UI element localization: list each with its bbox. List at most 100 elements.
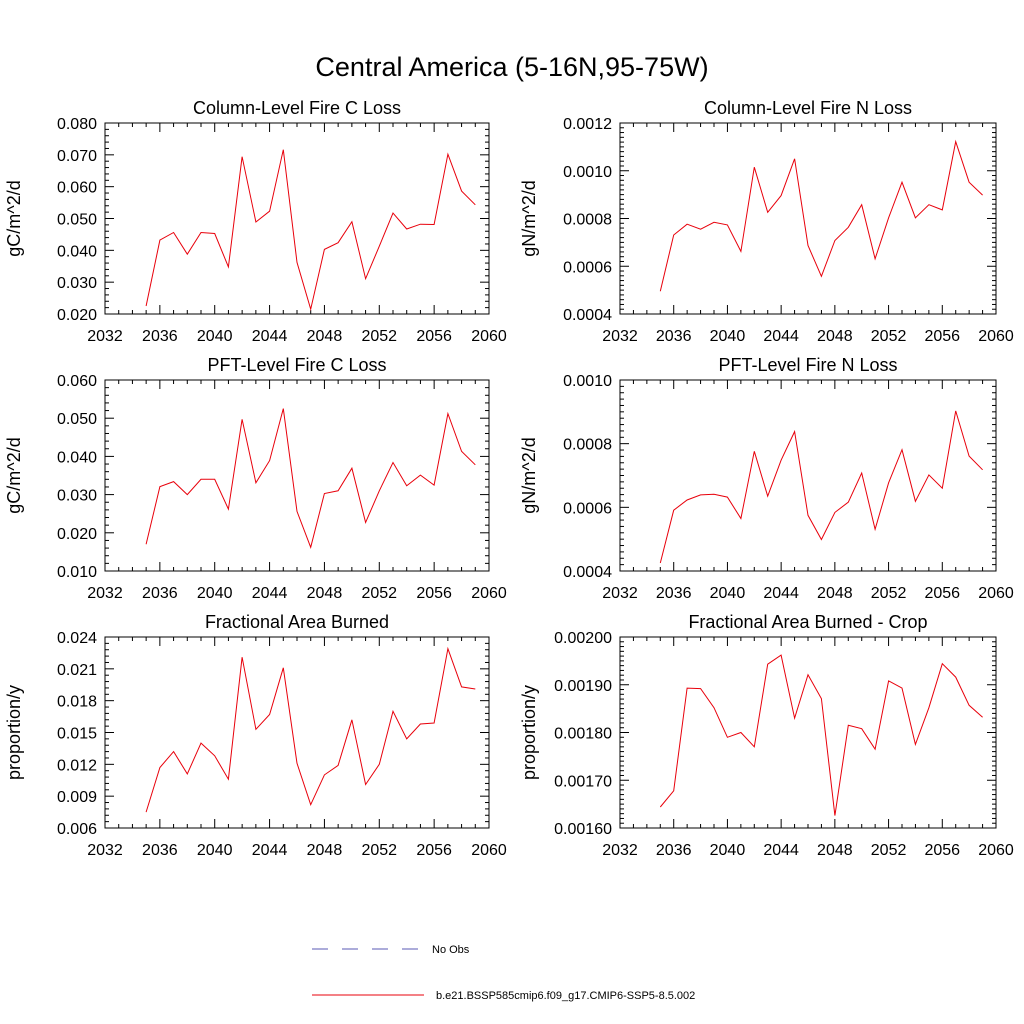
y-tick-label: 0.030 xyxy=(57,488,97,505)
x-tick-label: 2044 xyxy=(763,328,799,345)
x-tick-label: 2036 xyxy=(656,585,692,602)
panel-title: Fractional Area Burned - Crop xyxy=(688,612,927,632)
series-line xyxy=(659,410,983,564)
x-tick-label: 2060 xyxy=(978,585,1014,602)
plot-frame xyxy=(104,122,490,315)
panel-title: Column-Level Fire N Loss xyxy=(704,98,912,118)
chart-panel-2: Column-Level Fire N Loss gN/m^2/d 2032 2036… xyxy=(519,98,1014,345)
chart-panel-5: Fractional Area Burned proportion/y 2032 20… xyxy=(4,612,507,859)
x-tick-label: 2056 xyxy=(416,328,452,345)
x-tick-label: 2056 xyxy=(416,842,452,859)
y-tick-label: 0.040 xyxy=(57,449,97,466)
x-tick-label: 2052 xyxy=(871,842,907,859)
x-tick-label: 2052 xyxy=(871,328,907,345)
figure-title: Central America (5-16N,95-75W) xyxy=(315,52,708,82)
panel-title: PFT-Level Fire C Loss xyxy=(207,355,386,375)
y-tick-label: 0.0012 xyxy=(563,116,612,133)
plot-frame xyxy=(104,636,490,829)
x-tick-label: 2044 xyxy=(763,585,799,602)
y-tick-label: 0.00170 xyxy=(554,773,612,790)
y-tick-label: 0.006 xyxy=(57,821,97,838)
plot-frame xyxy=(619,636,997,829)
x-tick-label: 2056 xyxy=(924,585,960,602)
x-tick-label: 2060 xyxy=(471,585,507,602)
y-tick-label: 0.0008 xyxy=(563,437,612,454)
x-tick-label: 2048 xyxy=(307,585,343,602)
y-tick-label: 0.018 xyxy=(57,694,97,711)
x-tick-label: 2032 xyxy=(87,328,123,345)
y-tick-label: 0.070 xyxy=(57,148,97,165)
x-tick-label: 2044 xyxy=(252,328,288,345)
y-tick-label: 0.0004 xyxy=(563,307,612,324)
y-axis-label: gC/m^2/d xyxy=(4,437,24,513)
y-tick-label: 0.00180 xyxy=(554,726,612,743)
x-tick-label: 2056 xyxy=(416,585,452,602)
series-line xyxy=(145,408,476,549)
x-tick-label: 2052 xyxy=(361,842,397,859)
y-tick-label: 0.0006 xyxy=(563,259,612,276)
y-tick-label: 0.0010 xyxy=(563,373,612,390)
x-tick-label: 2048 xyxy=(307,328,343,345)
x-tick-label: 2060 xyxy=(978,842,1014,859)
x-tick-label: 2036 xyxy=(656,842,692,859)
y-tick-label: 0.00160 xyxy=(554,821,612,838)
y-axis-label: gC/m^2/d xyxy=(4,180,24,256)
series-line xyxy=(659,654,983,816)
x-tick-label: 2036 xyxy=(142,842,178,859)
x-tick-label: 2032 xyxy=(87,585,123,602)
y-axis-label: proportion/y xyxy=(4,685,24,780)
chart-panel-6: Fractional Area Burned - Crop proportion/… xyxy=(519,612,1014,859)
y-tick-label: 0.0010 xyxy=(563,164,612,181)
x-tick-label: 2048 xyxy=(817,585,853,602)
x-tick-label: 2036 xyxy=(142,585,178,602)
y-tick-label: 0.030 xyxy=(57,275,97,292)
series-line xyxy=(659,139,983,292)
x-tick-label: 2060 xyxy=(471,328,507,345)
x-tick-label: 2044 xyxy=(252,585,288,602)
panel-title: PFT-Level Fire N Loss xyxy=(718,355,897,375)
chart-panel-4: PFT-Level Fire N Loss gN/m^2/d 2032 2036 204… xyxy=(519,355,1014,602)
y-tick-label: 0.020 xyxy=(57,307,97,324)
chart-panel-1: Column-Level Fire C Loss gC/m^2/d 2032 2036… xyxy=(4,98,507,345)
x-tick-label: 2036 xyxy=(142,328,178,345)
x-tick-label: 2056 xyxy=(924,328,960,345)
x-tick-label: 2040 xyxy=(710,585,746,602)
panel-title: Fractional Area Burned xyxy=(205,612,389,632)
x-tick-label: 2032 xyxy=(602,585,638,602)
series-line xyxy=(145,646,476,813)
y-tick-label: 0.060 xyxy=(57,373,97,390)
x-tick-label: 2056 xyxy=(924,842,960,859)
x-tick-label: 2032 xyxy=(87,842,123,859)
x-tick-label: 2044 xyxy=(252,842,288,859)
chart-panel-3: PFT-Level Fire C Loss gC/m^2/d 2032 2036 204… xyxy=(4,355,507,602)
x-tick-label: 2060 xyxy=(978,328,1014,345)
x-tick-label: 2040 xyxy=(197,328,233,345)
y-tick-label: 0.024 xyxy=(57,630,97,647)
panels: Column-Level Fire C Loss gC/m^2/d 2032 2036… xyxy=(4,98,1014,859)
y-tick-label: 0.015 xyxy=(57,726,97,743)
x-tick-label: 2040 xyxy=(710,842,746,859)
x-tick-label: 2052 xyxy=(361,585,397,602)
x-tick-label: 2048 xyxy=(817,328,853,345)
x-tick-label: 2032 xyxy=(602,842,638,859)
plot-frame xyxy=(619,122,997,315)
y-axis-label: proportion/y xyxy=(519,685,539,780)
y-tick-label: 0.0008 xyxy=(563,212,612,229)
y-tick-label: 0.00200 xyxy=(554,630,612,647)
panel-title: Column-Level Fire C Loss xyxy=(193,98,401,118)
x-tick-label: 2052 xyxy=(871,585,907,602)
plot-frame xyxy=(619,379,997,572)
y-axis-label: gN/m^2/d xyxy=(519,180,539,256)
x-tick-label: 2044 xyxy=(763,842,799,859)
x-tick-label: 2052 xyxy=(361,328,397,345)
y-tick-label: 0.050 xyxy=(57,411,97,428)
y-tick-label: 0.020 xyxy=(57,526,97,543)
x-tick-label: 2040 xyxy=(710,328,746,345)
y-tick-label: 0.040 xyxy=(57,243,97,260)
y-tick-label: 0.060 xyxy=(57,180,97,197)
legend-label: No Obs xyxy=(432,944,470,956)
y-tick-label: 0.0004 xyxy=(563,564,612,581)
x-tick-label: 2032 xyxy=(602,328,638,345)
x-tick-label: 2048 xyxy=(307,842,343,859)
